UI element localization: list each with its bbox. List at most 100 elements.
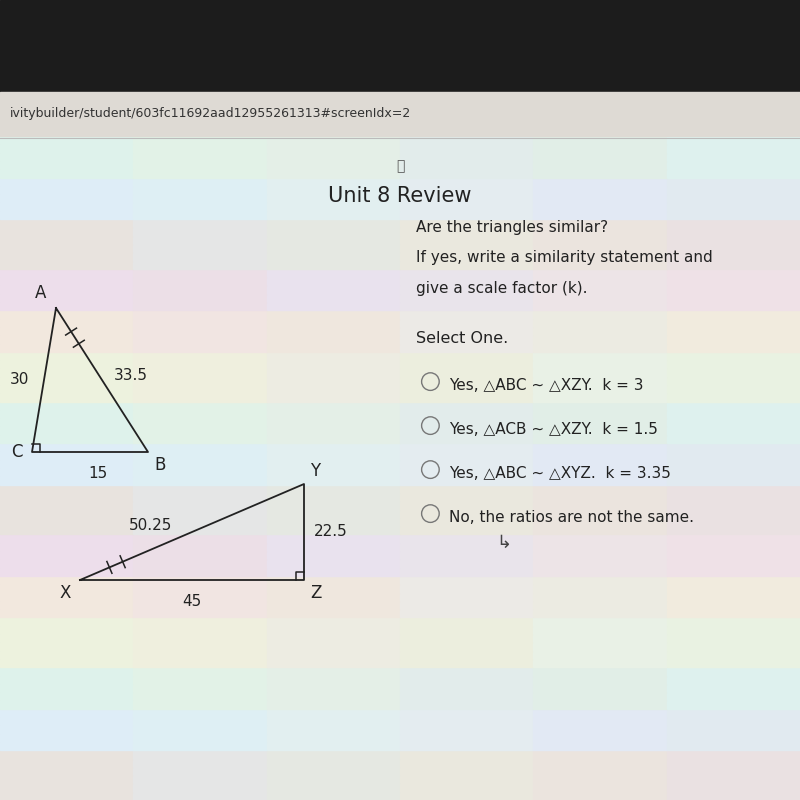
Bar <box>666 451 800 460</box>
Bar <box>534 302 666 310</box>
Bar <box>134 318 266 327</box>
Bar <box>266 294 400 302</box>
Bar <box>134 468 266 476</box>
Bar <box>0 642 134 650</box>
Bar <box>666 277 800 286</box>
Bar <box>400 210 534 219</box>
Bar <box>534 559 666 568</box>
Bar <box>400 385 534 394</box>
Bar <box>400 758 534 766</box>
Bar <box>534 385 666 394</box>
Bar <box>400 435 534 443</box>
Bar <box>400 559 534 568</box>
Bar <box>0 277 134 286</box>
Bar <box>534 684 666 692</box>
Bar <box>0 202 134 210</box>
Text: ↳: ↳ <box>496 534 511 552</box>
Bar <box>534 766 666 775</box>
Bar <box>400 493 534 501</box>
Bar <box>666 709 800 717</box>
Bar <box>666 327 800 335</box>
Bar <box>400 186 534 194</box>
Text: Are the triangles similar?: Are the triangles similar? <box>416 220 608 235</box>
Bar <box>266 153 400 161</box>
Bar <box>534 626 666 634</box>
Bar <box>534 210 666 219</box>
Bar <box>266 302 400 310</box>
Bar <box>134 302 266 310</box>
Bar <box>134 294 266 302</box>
Bar <box>400 792 534 800</box>
Bar <box>0 576 134 584</box>
Bar <box>666 476 800 485</box>
Bar <box>134 501 266 510</box>
Bar <box>666 294 800 302</box>
Text: No, the ratios are not the same.: No, the ratios are not the same. <box>449 510 694 526</box>
Bar <box>134 568 266 576</box>
Bar <box>266 277 400 286</box>
Bar <box>0 92 800 136</box>
Bar <box>400 584 534 593</box>
Bar <box>134 451 266 460</box>
Bar <box>666 650 800 659</box>
Bar <box>400 426 534 435</box>
Bar <box>266 318 400 327</box>
Bar <box>266 136 400 144</box>
Bar <box>266 352 400 360</box>
Bar <box>400 701 534 709</box>
Bar <box>400 476 534 485</box>
Bar <box>400 294 534 302</box>
Bar <box>266 335 400 343</box>
Bar <box>666 194 800 202</box>
Bar <box>400 501 534 510</box>
Bar <box>0 675 134 684</box>
Bar <box>666 493 800 501</box>
Bar <box>400 783 534 792</box>
Bar <box>0 559 134 568</box>
Bar <box>534 468 666 476</box>
Bar <box>400 684 534 692</box>
Bar <box>534 642 666 650</box>
Bar <box>666 343 800 352</box>
Bar <box>666 534 800 542</box>
Bar <box>134 634 266 642</box>
Bar <box>534 692 666 701</box>
Bar <box>534 742 666 750</box>
Bar <box>666 410 800 418</box>
Bar <box>666 717 800 726</box>
Bar <box>534 327 666 335</box>
Bar <box>134 144 266 153</box>
Bar <box>0 476 134 485</box>
Bar <box>134 178 266 186</box>
Bar <box>534 568 666 576</box>
Bar <box>534 675 666 684</box>
Bar <box>266 227 400 235</box>
Bar <box>134 360 266 368</box>
Bar <box>666 286 800 294</box>
Bar <box>400 526 534 534</box>
Bar <box>0 0 800 92</box>
Bar <box>666 750 800 758</box>
Bar <box>134 286 266 294</box>
Bar <box>666 684 800 692</box>
Bar <box>266 783 400 792</box>
Bar <box>400 261 534 269</box>
Bar <box>400 675 534 684</box>
Bar <box>266 667 400 675</box>
Bar <box>0 352 134 360</box>
Bar <box>666 501 800 510</box>
Bar <box>134 269 266 277</box>
Bar <box>534 394 666 402</box>
Bar <box>266 360 400 368</box>
Bar <box>0 252 134 261</box>
Bar <box>534 526 666 534</box>
Bar <box>134 385 266 394</box>
Bar <box>0 717 134 726</box>
Text: A: A <box>35 284 46 302</box>
Bar <box>400 352 534 360</box>
Bar <box>534 136 666 144</box>
Bar <box>0 493 134 501</box>
Bar <box>266 642 400 650</box>
Bar <box>0 485 134 493</box>
Bar <box>0 418 134 426</box>
